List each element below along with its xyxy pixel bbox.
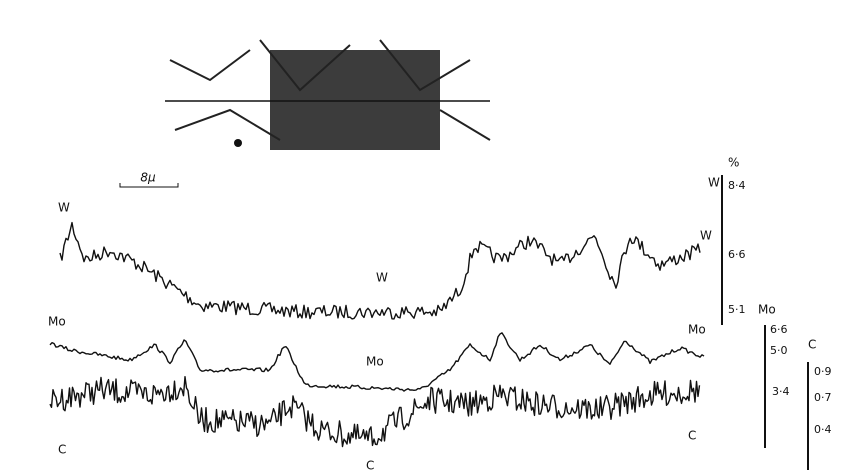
scale-tick-label: 0·9 <box>814 365 832 378</box>
trace-label: C <box>366 459 374 473</box>
c-scale: C 0·9 0·7 0·4 <box>808 338 832 471</box>
trace-label: Mo <box>366 355 384 369</box>
scale-tick-label: 3·4 <box>772 385 790 398</box>
micrograph-dark-area <box>270 50 440 150</box>
scale-tick-label: 5·1 <box>728 303 746 316</box>
trace-label: W <box>700 229 712 243</box>
trace-label: C <box>688 429 696 443</box>
trace-label: W <box>376 271 388 285</box>
scale-tick-label: 6·6 <box>770 323 788 336</box>
trace-label: Mo <box>48 315 66 329</box>
scale-tick-label: 5·0 <box>770 344 788 357</box>
scale-bar: 8μ <box>120 171 178 188</box>
mo-scale: Mo 6·6 5·0 3·4 <box>758 303 790 449</box>
traces <box>50 223 704 447</box>
micrograph-particle <box>234 139 242 147</box>
c-trace <box>50 377 700 447</box>
scale-tick-label: 6·6 <box>728 248 746 261</box>
figure: 8μ W W W Mo Mo Mo C C C % W 8·4 6·6 5·1 … <box>0 0 844 474</box>
scale-tick-label: 0·4 <box>814 423 832 436</box>
w-scale: % W 8·4 6·6 5·1 <box>708 156 746 326</box>
scale-tick-label: 0·7 <box>814 391 832 404</box>
scale-tick-label: 8·4 <box>728 179 746 192</box>
scale-name: W <box>708 176 720 190</box>
scale-name: Mo <box>758 303 776 317</box>
micrograph <box>165 40 490 150</box>
trace-label: Mo <box>688 323 706 337</box>
unit-label: % <box>728 156 739 170</box>
scale-name: C <box>808 338 816 352</box>
scale-bar-label: 8μ <box>140 171 156 185</box>
trace-label: C <box>58 443 66 457</box>
trace-label: W <box>58 201 70 215</box>
